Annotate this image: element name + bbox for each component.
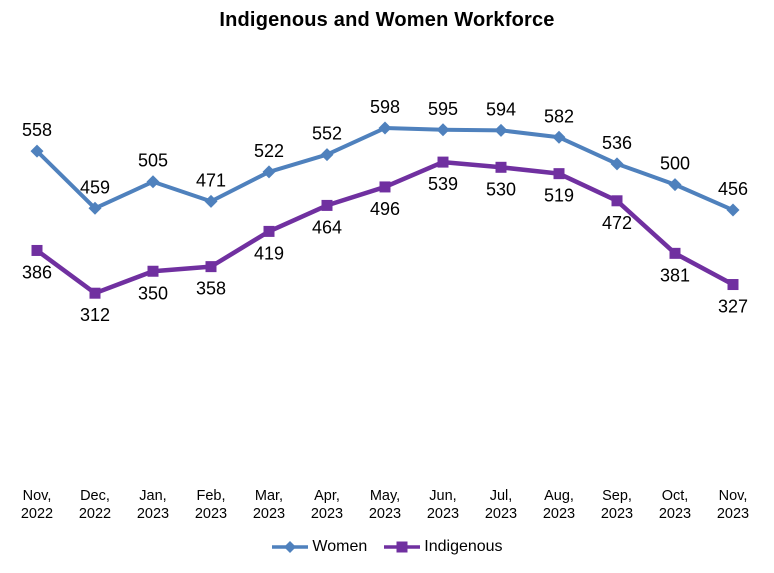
women-data-label: 459 (80, 177, 110, 197)
x-axis-label: Apr, 2023 (311, 488, 343, 522)
indigenous-data-label: 472 (602, 213, 632, 233)
x-axis-label: May, 2023 (369, 488, 401, 522)
indigenous-marker (611, 195, 623, 207)
indigenous-data-label: 496 (370, 199, 400, 219)
indigenous-data-label: 386 (22, 262, 52, 282)
women-marker (494, 123, 508, 137)
women-marker (610, 157, 624, 171)
indigenous-marker (89, 287, 101, 299)
women-marker (726, 203, 740, 217)
women-data-label: 558 (22, 120, 52, 140)
women-marker (320, 148, 334, 162)
indigenous-marker (379, 181, 391, 193)
x-axis-label: Nov, 2023 (717, 488, 749, 522)
x-axis-label: Jan, 2023 (137, 488, 169, 522)
indigenous-marker (437, 156, 449, 168)
chart-title: Indigenous and Women Workforce (219, 9, 555, 31)
indigenous-data-label: 327 (718, 297, 748, 317)
women-data-label: 594 (486, 99, 516, 119)
x-axis-label: Mar, 2023 (253, 488, 285, 522)
indigenous-data-label: 530 (486, 179, 516, 199)
indigenous-marker (669, 247, 681, 259)
x-axis-label: Oct, 2023 (659, 488, 691, 522)
indigenous-marker (263, 225, 275, 237)
legend-label-indigenous: Indigenous (424, 538, 503, 555)
indigenous-data-label: 519 (544, 186, 574, 206)
indigenous-marker (495, 161, 507, 173)
women-marker (204, 194, 218, 208)
x-axis-label: Jul, 2023 (485, 488, 517, 522)
women-data-label: 500 (660, 154, 690, 174)
women-marker (146, 175, 160, 189)
indigenous-data-label: 312 (80, 305, 110, 325)
women-data-label: 522 (254, 141, 284, 161)
x-axis-label: Sep, 2023 (601, 488, 633, 522)
indigenous-marker (31, 244, 43, 256)
women-data-label: 552 (312, 124, 342, 144)
women-marker (378, 121, 392, 135)
legend-item-women: Women (271, 538, 367, 556)
indigenous-data-label: 381 (660, 265, 690, 285)
x-axis-label: Aug, 2023 (543, 488, 575, 522)
indigenous-data-label: 539 (428, 174, 458, 194)
indigenous-data-label: 464 (312, 217, 342, 237)
women-data-label: 598 (370, 97, 400, 117)
indigenous-line-square-icon (384, 541, 421, 553)
women-data-label: 582 (544, 106, 574, 126)
indigenous-marker (553, 168, 565, 180)
women-data-label: 595 (428, 99, 458, 119)
x-axis-label: Jun, 2023 (427, 488, 459, 522)
women-data-label: 456 (718, 179, 748, 199)
women-marker (668, 178, 682, 192)
indigenous-data-label: 358 (196, 279, 226, 299)
women-data-label: 536 (602, 133, 632, 153)
indigenous-data-label: 350 (138, 283, 168, 303)
legend: Women Indigenous (0, 538, 774, 556)
women-marker (88, 201, 102, 215)
indigenous-marker (321, 199, 333, 211)
women-data-label: 471 (196, 170, 226, 190)
x-axis-label: Feb, 2023 (195, 488, 227, 522)
x-axis-label: Dec, 2022 (79, 488, 111, 522)
women-marker (552, 130, 566, 144)
legend-label-women: Women (312, 538, 368, 555)
x-axis-label: Nov, 2022 (21, 488, 53, 522)
women-marker (30, 144, 44, 158)
indigenous-marker (147, 265, 159, 277)
women-marker (436, 123, 450, 137)
women-line-diamond-icon (272, 541, 309, 553)
indigenous-marker (727, 279, 739, 291)
legend-item-indigenous: Indigenous (383, 538, 503, 556)
indigenous-data-label: 419 (254, 243, 284, 263)
indigenous-marker (205, 261, 217, 273)
women-marker (262, 165, 276, 179)
women-data-label: 505 (138, 151, 168, 171)
